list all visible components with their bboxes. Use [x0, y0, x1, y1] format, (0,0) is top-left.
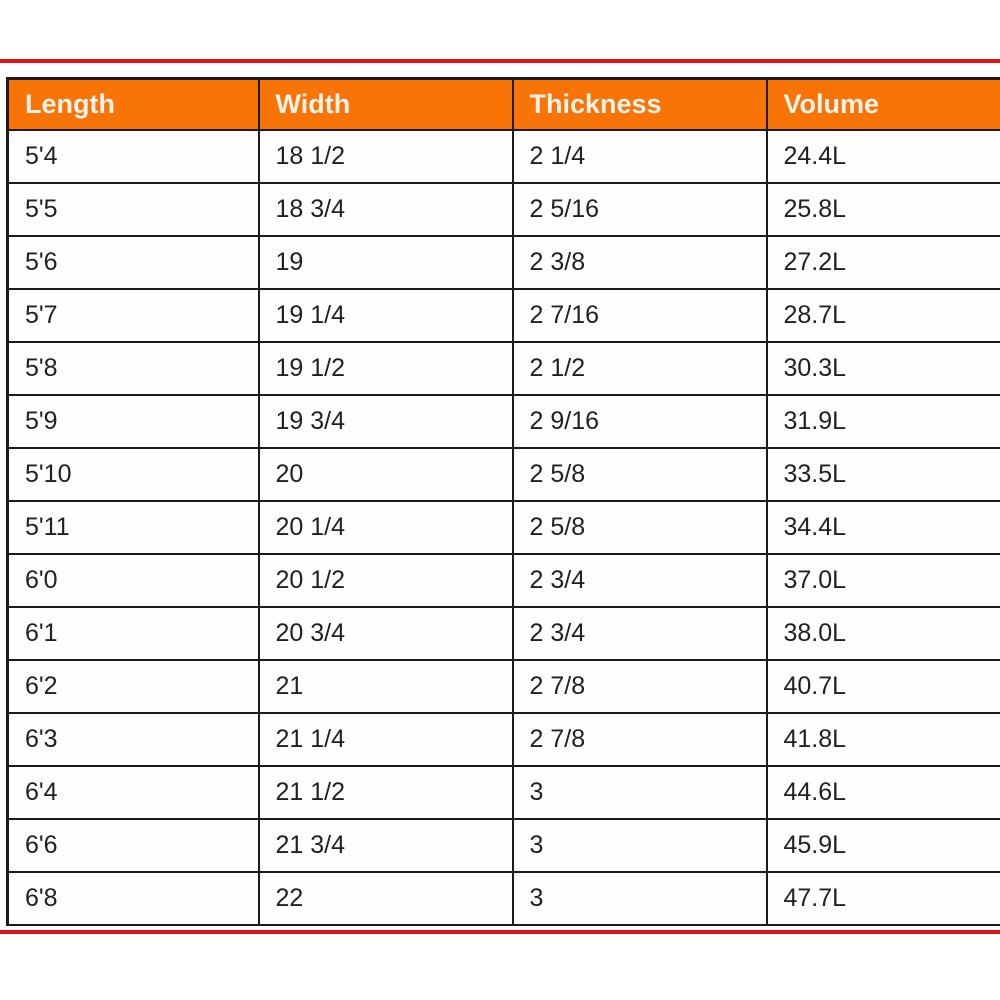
- table-row: 6'3 21 1/4 2 7/8 41.8L: [6, 712, 1000, 767]
- table-cell: 20 1/2: [257, 553, 514, 608]
- table-cell: 3: [511, 818, 768, 873]
- table-cell: 5'8: [6, 341, 260, 396]
- table-row: 5'7 19 1/4 2 7/16 28.7L: [6, 288, 1000, 343]
- table-row: 5'10 20 2 5/8 33.5L: [6, 447, 1000, 502]
- table-cell: 38.0L: [765, 606, 1000, 661]
- table-row: 6'8 22 3 47.7L: [6, 871, 1000, 926]
- table-row: 6'1 20 3/4 2 3/4 38.0L: [6, 606, 1000, 661]
- table-cell: 18 3/4: [257, 182, 514, 237]
- table-cell: 30.3L: [765, 341, 1000, 396]
- size-chart: Length Width Thickness Volume 5'4 18 1/2 2…: [6, 77, 1000, 926]
- table-cell: 19 1/4: [257, 288, 514, 343]
- table-cell: 21 1/4: [257, 712, 514, 767]
- table-cell: 41.8L: [765, 712, 1000, 767]
- table-cell: 21 3/4: [257, 818, 514, 873]
- table-cell: 45.9L: [765, 818, 1000, 873]
- table-cell: 20: [257, 447, 514, 502]
- table-cell: 5'9: [6, 394, 260, 449]
- size-chart-table: Length Width Thickness Volume 5'4 18 1/2 2…: [6, 77, 1000, 926]
- table-cell: 33.5L: [765, 447, 1000, 502]
- table-cell: 2 9/16: [511, 394, 768, 449]
- table-cell: 2 5/8: [511, 447, 768, 502]
- table-cell: 2 7/8: [511, 712, 768, 767]
- column-header-length: Length: [6, 77, 260, 131]
- column-header-width: Width: [257, 77, 514, 131]
- table-cell: 20 1/4: [257, 500, 514, 555]
- table-cell: 3: [511, 871, 768, 926]
- table-cell: 19 3/4: [257, 394, 514, 449]
- table-cell: 27.2L: [765, 235, 1000, 290]
- table-body: 5'4 18 1/2 2 1/4 24.4L 5'5 18 3/4 2 5/16 25.8L 5…: [6, 129, 1000, 926]
- table-cell: 2 1/2: [511, 341, 768, 396]
- table-cell: 44.6L: [765, 765, 1000, 820]
- table-row: 5'6 19 2 3/8 27.2L: [6, 235, 1000, 290]
- table-cell: 21: [257, 659, 514, 714]
- table-cell: 5'11: [6, 500, 260, 555]
- table-cell: 2 3/4: [511, 553, 768, 608]
- table-cell: 25.8L: [765, 182, 1000, 237]
- table-row: 6'2 21 2 7/8 40.7L: [6, 659, 1000, 714]
- table-cell: 5'6: [6, 235, 260, 290]
- table-cell: 18 1/2: [257, 129, 514, 184]
- table-cell: 6'0: [6, 553, 260, 608]
- table-cell: 2 5/8: [511, 500, 768, 555]
- table-row: 5'5 18 3/4 2 5/16 25.8L: [6, 182, 1000, 237]
- table-cell: 20 3/4: [257, 606, 514, 661]
- bottom-accent-line: [0, 930, 1000, 934]
- column-header-thickness: Thickness: [511, 77, 768, 131]
- table-row: 6'6 21 3/4 3 45.9L: [6, 818, 1000, 873]
- table-cell: 6'6: [6, 818, 260, 873]
- table-row: 6'0 20 1/2 2 3/4 37.0L: [6, 553, 1000, 608]
- table-cell: 40.7L: [765, 659, 1000, 714]
- table-row: 6'4 21 1/2 3 44.6L: [6, 765, 1000, 820]
- table-cell: 2 3/8: [511, 235, 768, 290]
- table-row: 5'11 20 1/4 2 5/8 34.4L: [6, 500, 1000, 555]
- header-row: Length Width Thickness Volume: [6, 77, 1000, 131]
- table-cell: 37.0L: [765, 553, 1000, 608]
- table-cell: 3: [511, 765, 768, 820]
- table-cell: 2 1/4: [511, 129, 768, 184]
- table-cell: 19 1/2: [257, 341, 514, 396]
- table-cell: 5'4: [6, 129, 260, 184]
- table-cell: 31.9L: [765, 394, 1000, 449]
- table-cell: 22: [257, 871, 514, 926]
- column-header-volume: Volume: [765, 77, 1000, 131]
- table-cell: 5'5: [6, 182, 260, 237]
- table-row: 5'9 19 3/4 2 9/16 31.9L: [6, 394, 1000, 449]
- table-row: 5'4 18 1/2 2 1/4 24.4L: [6, 129, 1000, 184]
- table-cell: 2 7/16: [511, 288, 768, 343]
- table-cell: 5'10: [6, 447, 260, 502]
- table-cell: 28.7L: [765, 288, 1000, 343]
- table-cell: 24.4L: [765, 129, 1000, 184]
- table-cell: 21 1/2: [257, 765, 514, 820]
- table-cell: 34.4L: [765, 500, 1000, 555]
- table-cell: 6'1: [6, 606, 260, 661]
- table-cell: 6'2: [6, 659, 260, 714]
- table-cell: 6'8: [6, 871, 260, 926]
- table-cell: 2 3/4: [511, 606, 768, 661]
- table-cell: 2 7/8: [511, 659, 768, 714]
- table-cell: 47.7L: [765, 871, 1000, 926]
- table-cell: 19: [257, 235, 514, 290]
- table-cell: 5'7: [6, 288, 260, 343]
- table-cell: 2 5/16: [511, 182, 768, 237]
- table-cell: 6'3: [6, 712, 260, 767]
- top-accent-line: [0, 59, 1000, 63]
- table-cell: 6'4: [6, 765, 260, 820]
- table-row: 5'8 19 1/2 2 1/2 30.3L: [6, 341, 1000, 396]
